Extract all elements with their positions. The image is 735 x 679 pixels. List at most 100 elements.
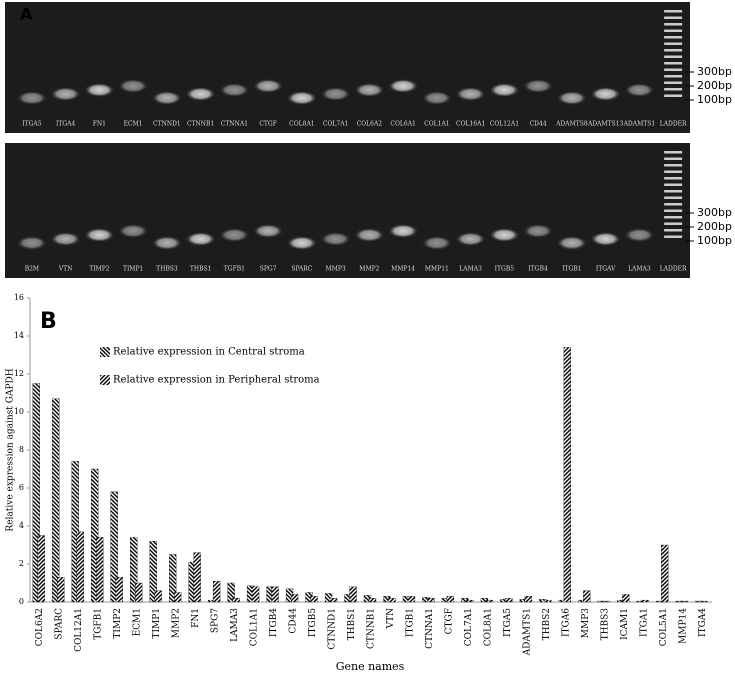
gel-band [84, 228, 115, 242]
bar [622, 594, 630, 603]
lane-label: LAMA3 [459, 266, 482, 273]
x-tick-label: SPG7 [211, 608, 221, 633]
marker-label: 300bp [697, 206, 732, 219]
ladder-band [664, 183, 683, 186]
y-tick-label: 14 [14, 331, 24, 340]
gel-band [320, 232, 351, 246]
x-tick-label: ITGA6 [561, 608, 571, 637]
lane-label: CTGF [259, 121, 277, 128]
x-tick-label: VTN [386, 608, 396, 630]
lane-label: VTN [58, 266, 73, 273]
x-tick-label: MMP3 [581, 608, 591, 638]
marker-label: 100bp [697, 93, 732, 106]
gel-band [185, 87, 216, 101]
lane-label: ITGB4 [528, 266, 548, 273]
x-tick-label: COL1A1 [250, 608, 260, 646]
lane-label: ITGA5 [22, 121, 41, 128]
ladder-band [664, 151, 683, 154]
x-tick-label: COL8A1 [483, 608, 493, 646]
lane-label: ITGB5 [495, 266, 515, 273]
lane-label: MMP3 [326, 266, 346, 273]
gel-band [253, 79, 284, 93]
x-tick-label: ITGA1 [639, 608, 649, 637]
gel-band [421, 91, 452, 105]
x-tick-label: COL12A1 [74, 608, 84, 652]
bar [154, 590, 162, 603]
bar [110, 491, 118, 603]
bar [324, 593, 333, 603]
x-tick-label: ITGA5 [503, 608, 513, 637]
x-tick-label: THBS1 [347, 608, 357, 640]
ladder-band [664, 10, 683, 13]
ladder-band [664, 222, 683, 225]
gel-band [219, 83, 250, 97]
lane-label: COL8A1 [289, 121, 314, 128]
bar [212, 580, 221, 603]
bar [680, 600, 688, 603]
gel-band [286, 91, 317, 105]
legend-label: Relative expression in Central stroma [113, 347, 305, 358]
lane-label: LADDER [660, 266, 687, 273]
bar [57, 577, 65, 603]
gel-band [286, 236, 317, 250]
marker-label: 200bp [697, 79, 732, 92]
bar [602, 600, 610, 603]
bar [407, 596, 416, 603]
bar [466, 599, 474, 603]
bar [329, 598, 338, 603]
ladder-band [664, 157, 683, 160]
gel-band [556, 236, 587, 250]
bar [232, 598, 240, 603]
gel-band [253, 224, 284, 238]
y-tick-label: 10 [14, 407, 24, 416]
ladder-band [664, 62, 683, 65]
x-tick-label: LAMA3 [230, 608, 240, 642]
bar [583, 590, 591, 603]
lane-label: THBS1 [190, 266, 212, 273]
panel-label: B [40, 309, 57, 334]
x-tick-label: ITGB4 [269, 608, 279, 637]
gel-band [219, 228, 250, 242]
bar [544, 599, 552, 603]
ladder-band [664, 94, 683, 97]
ladder-band [664, 190, 683, 193]
gel-band [624, 228, 655, 242]
x-tick-label: COL5A1 [659, 608, 669, 646]
x-tick-label: THBS3 [600, 608, 610, 641]
ladder-band [664, 81, 683, 84]
bar [96, 537, 104, 603]
bar [149, 541, 157, 603]
legend-label: Relative expression in Peripheral stroma [113, 375, 320, 386]
panel-label: A [20, 5, 33, 24]
gel-band [523, 224, 554, 238]
bar [427, 598, 435, 603]
y-tick-label: 12 [14, 369, 24, 378]
x-tick-label: FN1 [191, 608, 201, 628]
lane-label: B2M [25, 266, 39, 273]
gel-band [421, 236, 452, 250]
gel-band [84, 83, 115, 97]
x-tick-label: THBS2 [542, 608, 552, 640]
x-tick-label: COL7A1 [464, 608, 474, 646]
gel-band [388, 79, 419, 93]
bar [505, 598, 513, 603]
gel-panel: ITGA5 ITGA4 FN1 ECM1 CTNND1 CTNNB1 CTNNA1 CTGF C… [5, 2, 732, 278]
x-tick-label: COL6A2 [35, 608, 45, 646]
x-tick-label: ITGB1 [405, 608, 415, 637]
lane-label: SPG7 [260, 266, 277, 273]
bar [251, 586, 260, 603]
x-tick-label: TIMP1 [152, 608, 162, 639]
bar [349, 586, 357, 603]
y-tick-label: 6 [19, 483, 24, 492]
ladder-band [664, 196, 683, 199]
lane-label: LADDER [660, 121, 687, 128]
gel-band [455, 87, 486, 101]
lane-label: LAMA3 [628, 266, 651, 273]
ladder-band [664, 235, 683, 238]
lane-label: COL12A1 [490, 121, 519, 128]
bar [193, 552, 201, 603]
gel-band [118, 79, 149, 93]
bar [227, 582, 235, 603]
x-tick-label: CTGF [444, 608, 454, 634]
